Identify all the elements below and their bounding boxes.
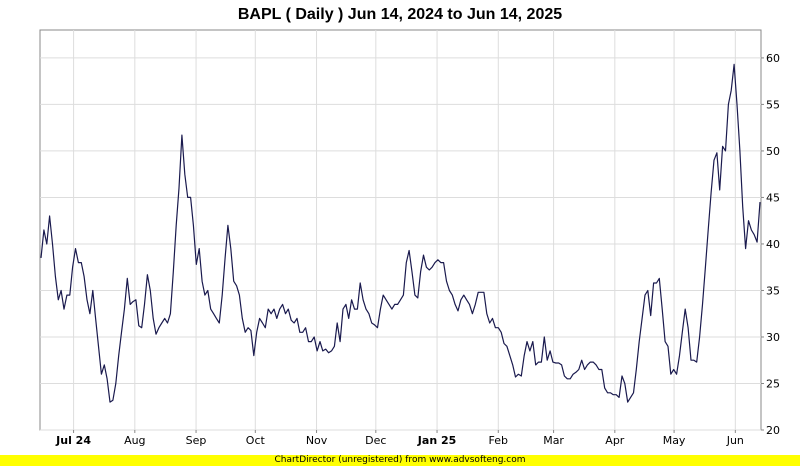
chart-title: BAPL ( Daily ) Jun 14, 2024 to Jun 14, 2… bbox=[238, 6, 562, 23]
x-tick-label: Jan 25 bbox=[417, 434, 456, 447]
x-tick-label: Sep bbox=[186, 434, 207, 447]
x-tick-label: Feb bbox=[489, 434, 508, 447]
x-axis: Jul 24 Aug Sep Oct Nov Dec Jan 25 Feb Mar Apr May J… bbox=[55, 430, 744, 447]
x-tick-label: Jul 24 bbox=[55, 434, 91, 447]
x-tick-label: Nov bbox=[306, 434, 328, 447]
x-tick-label: Aug bbox=[124, 434, 145, 447]
price-chart: BAPL ( Daily ) Jun 14, 2024 to Jun 14, 2… bbox=[39, 6, 780, 447]
x-tick-label: Mar bbox=[543, 434, 564, 447]
y-axis: 20 25 30 35 40 45 50 55 60 bbox=[761, 52, 780, 437]
plot-area bbox=[39, 29, 762, 431]
x-tick-label: Oct bbox=[246, 434, 266, 447]
y-tick-label: 50 bbox=[766, 145, 780, 158]
y-tick-label: 20 bbox=[766, 424, 780, 437]
y-tick-label: 25 bbox=[766, 377, 780, 390]
y-tick-label: 45 bbox=[766, 191, 780, 204]
x-tick-label: May bbox=[663, 434, 686, 447]
y-tick-label: 35 bbox=[766, 284, 780, 297]
y-tick-label: 55 bbox=[766, 98, 780, 111]
x-tick-label: Apr bbox=[605, 434, 625, 447]
series-line-bapl bbox=[40, 63, 761, 403]
y-tick-label: 60 bbox=[766, 52, 780, 65]
y-tick-label: 30 bbox=[766, 331, 780, 344]
x-tick-label: Dec bbox=[365, 434, 386, 447]
y-tick-label: 40 bbox=[766, 238, 780, 251]
grid-lines bbox=[40, 30, 761, 431]
x-tick-label: Jun bbox=[726, 434, 744, 447]
chart-credit-footer: ChartDirector (unregistered) from www.ad… bbox=[0, 455, 800, 466]
